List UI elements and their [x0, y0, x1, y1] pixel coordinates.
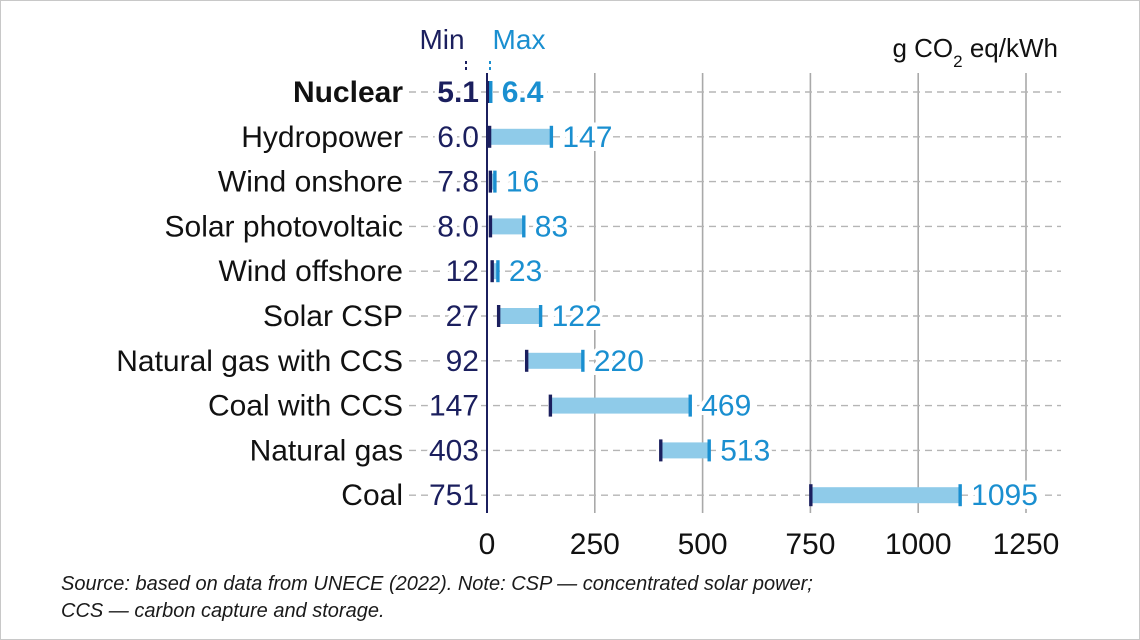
min-value-label: 92 — [446, 345, 479, 378]
source-note-line-2: CCS — carbon capture and storage. — [61, 600, 385, 622]
x-tick-label: 1250 — [993, 528, 1060, 561]
min-value-label: 147 — [429, 390, 479, 423]
legend-layer: Min Max g CO2 eq/kWh — [419, 24, 1058, 73]
x-tick-label: 1000 — [885, 528, 952, 561]
unit-label: g CO2 eq/kWh — [892, 33, 1058, 71]
category-label: Coal with CCS — [208, 390, 403, 423]
max-value-label: 23 — [509, 255, 542, 288]
range-bar — [660, 442, 709, 459]
category-label: Coal — [341, 479, 403, 512]
category-label: Wind onshore — [218, 166, 403, 199]
source-note-line-1: Source: based on data from UNECE (2022).… — [61, 573, 813, 595]
category-label: Nuclear — [293, 76, 403, 109]
category-label: Natural gas — [250, 434, 403, 467]
min-value-label: 403 — [429, 434, 479, 467]
labels-layer: Nuclear 5.1 6.4 Hydropower 6.0 147 Wind onshor… — [116, 72, 1042, 516]
min-value-label: 7.8 — [437, 166, 479, 199]
min-value-label: 8.0 — [437, 210, 479, 243]
axis-layer: 0 250 500 750 1000 1250 — [479, 73, 1060, 561]
max-value-label: 122 — [552, 300, 602, 333]
max-value-label: 6.4 — [502, 76, 544, 109]
min-value-label: 6.0 — [437, 121, 479, 154]
min-value-label: 751 — [429, 479, 479, 512]
bars-layer — [487, 81, 962, 507]
max-value-label: 469 — [701, 390, 751, 423]
legend-min-label: Min — [419, 24, 464, 55]
range-bar — [492, 263, 497, 280]
category-label: Hydropower — [241, 121, 403, 154]
range-bar — [498, 308, 540, 324]
category-label: Solar photovoltaic — [165, 210, 403, 243]
range-bar — [490, 218, 523, 235]
range-bar — [550, 397, 690, 414]
max-value-label: 513 — [720, 434, 770, 467]
range-bar — [490, 173, 494, 190]
min-value-label: 12 — [446, 255, 479, 288]
max-value-label: 147 — [562, 121, 612, 154]
category-label: Natural gas with CCS — [116, 345, 403, 378]
max-value-label: 220 — [594, 345, 644, 378]
x-tick-label: 500 — [678, 528, 728, 561]
x-tick-label: 0 — [479, 528, 496, 561]
legend-max-label: Max — [493, 24, 546, 55]
source-note: Source: based on data from UNECE (2022).… — [61, 571, 1061, 625]
category-label: Wind offshore — [218, 255, 403, 288]
min-value-label: 5.1 — [437, 76, 479, 109]
max-value-label: 16 — [506, 166, 539, 199]
range-bar — [810, 487, 960, 504]
grid-layer — [593, 73, 1027, 513]
range-bar-chart: Nuclear 5.1 6.4 Hydropower 6.0 147 Wind onshor… — [116, 24, 1061, 561]
x-tick-label: 250 — [570, 528, 620, 561]
range-bar — [526, 352, 582, 369]
min-value-label: 27 — [446, 300, 479, 333]
category-label: Solar CSP — [263, 300, 403, 333]
max-value-label: 1095 — [971, 479, 1038, 512]
max-value-label: 83 — [535, 210, 568, 243]
x-tick-label: 750 — [785, 528, 835, 561]
range-bar — [489, 128, 551, 145]
